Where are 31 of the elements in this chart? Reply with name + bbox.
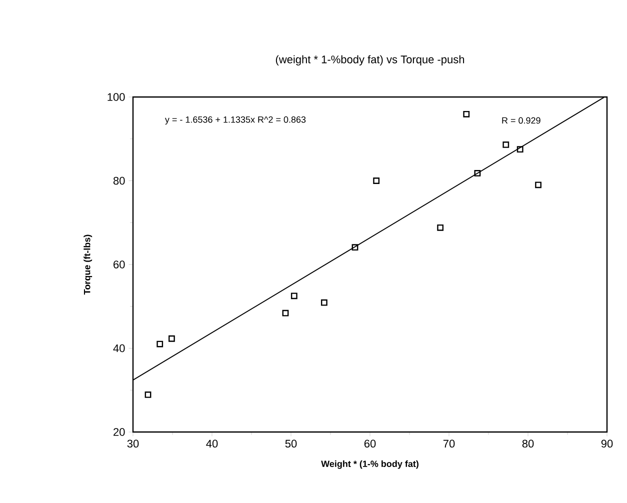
point <box>320 299 328 306</box>
x-tick-label: 90 <box>601 440 613 448</box>
point <box>168 335 175 342</box>
annotation: y = - 1.6536 + 1.1335x R^2 = 0.863 <box>164 116 306 125</box>
y-tick-label: 40 <box>113 344 125 352</box>
point <box>502 142 510 148</box>
x-tick-label: 30 <box>127 440 139 448</box>
y-tick-label: 100 <box>108 93 125 101</box>
y-tick-label: 20 <box>114 428 125 436</box>
y-axis-title: Torque (ft-lbs) <box>84 234 92 295</box>
x-tick-label: 60 <box>364 440 376 448</box>
x-tick-label: 80 <box>522 440 534 448</box>
point <box>474 170 481 176</box>
point <box>290 292 298 300</box>
y-tick-label: 80 <box>113 176 125 185</box>
annotation: R = 0.929 <box>502 117 540 124</box>
point <box>144 392 152 398</box>
point <box>516 146 524 153</box>
x-axis-title: Weight * (1-% body fat) <box>321 460 418 469</box>
y-tick-label: 60 <box>114 260 125 268</box>
point <box>463 110 470 118</box>
x-tick-label: 70 <box>443 440 455 448</box>
point <box>437 224 444 231</box>
point <box>535 182 542 188</box>
point <box>156 340 164 348</box>
point <box>352 244 358 251</box>
chart-title: (weight * 1-%body fat) vs Torque -push <box>276 55 464 66</box>
point <box>282 310 289 316</box>
x-tick-label: 40 <box>206 440 218 448</box>
point <box>373 178 380 184</box>
x-tick-label: 50 <box>285 440 297 448</box>
